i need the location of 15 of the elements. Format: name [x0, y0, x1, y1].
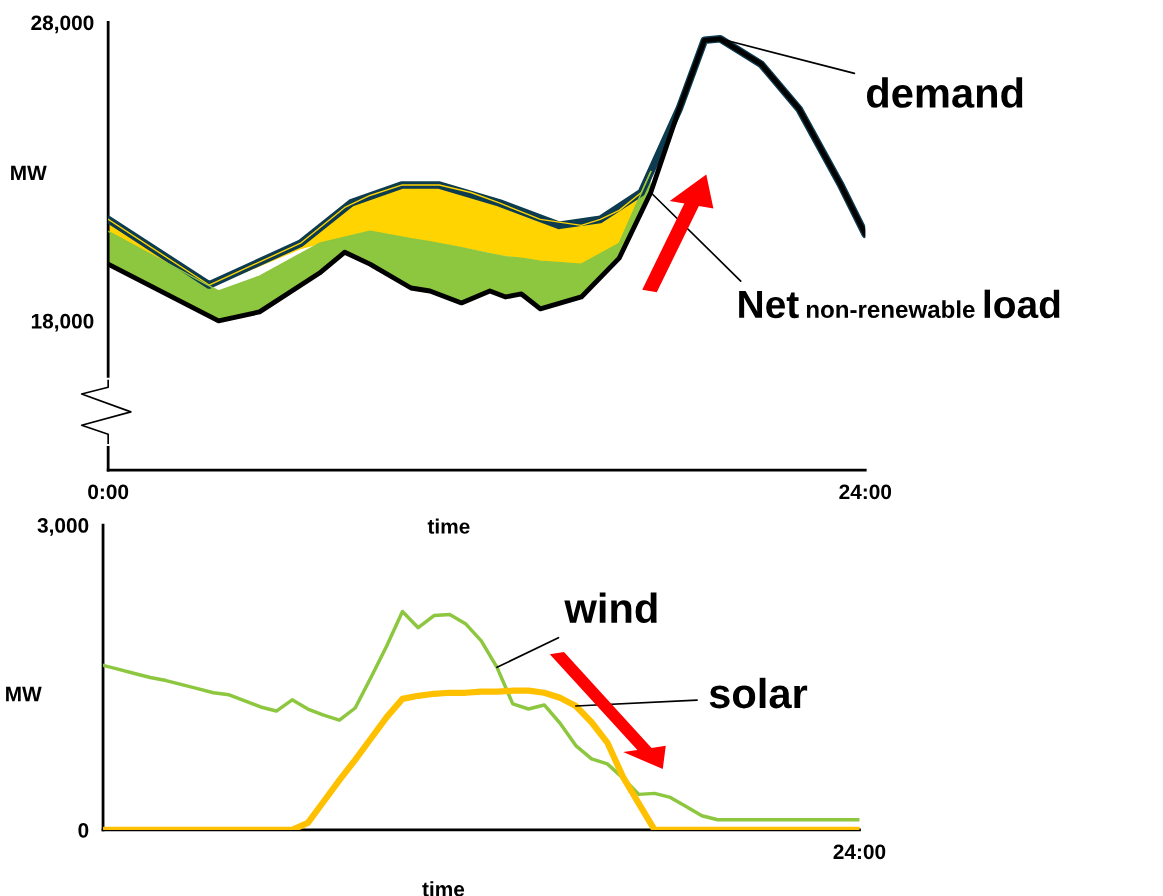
x-axis-title: time — [427, 518, 470, 534]
x-tick-label: 24:00 — [839, 484, 892, 500]
x-tick-label: 24:00 — [833, 844, 886, 860]
y-axis-title: MW — [6, 686, 42, 702]
y-tick-label: 3,000 — [37, 518, 89, 536]
y-tick-label: 28,000 — [31, 15, 94, 34]
series-label: demand — [866, 77, 1023, 108]
x-axis-title: time — [422, 881, 465, 896]
x-tick-label: 0:00 — [88, 484, 129, 500]
series-label: Net non-renewable load — [739, 289, 1060, 319]
series-label: wind — [564, 592, 657, 624]
y-axis-title: MW — [11, 165, 47, 180]
text: solar — [709, 677, 808, 709]
y-tick-label: 0 — [78, 822, 89, 838]
y-tick-label: 18,000 — [31, 313, 94, 332]
